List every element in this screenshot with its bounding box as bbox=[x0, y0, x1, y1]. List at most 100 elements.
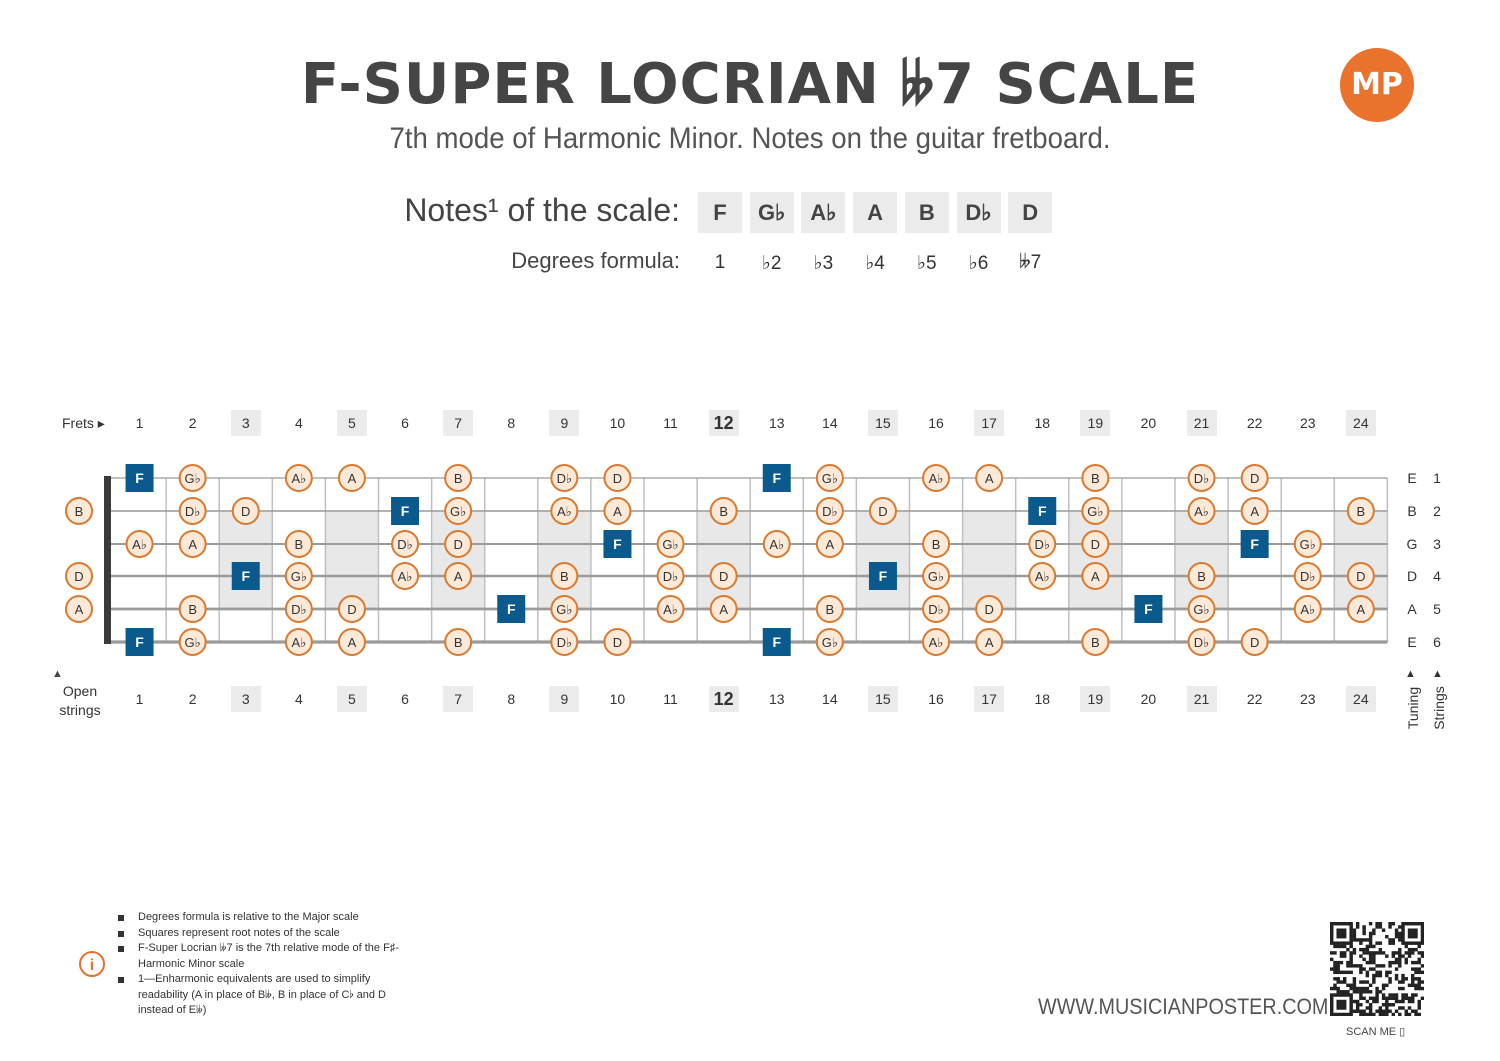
fret-note-label: F bbox=[772, 470, 781, 486]
fret-number: 21 bbox=[1186, 686, 1217, 712]
fret-note-label: D bbox=[878, 504, 887, 519]
fret-number: 16 bbox=[928, 691, 944, 707]
fret-note-label: G♭ bbox=[662, 537, 678, 552]
note-circle bbox=[815, 497, 844, 525]
fret-note-label: G♭ bbox=[450, 504, 466, 519]
fret-number: 11 bbox=[663, 691, 678, 707]
root-note-square bbox=[762, 628, 791, 656]
note-circle bbox=[1081, 497, 1110, 525]
string-number: 1 bbox=[1433, 470, 1441, 486]
fret-note-label: B bbox=[560, 569, 569, 584]
note-circle bbox=[444, 464, 473, 492]
fret-number: 4 bbox=[294, 415, 303, 431]
note-circle bbox=[125, 530, 154, 558]
note-circle bbox=[231, 497, 260, 525]
scale-note: A bbox=[853, 192, 898, 233]
fret-number: 18 bbox=[1034, 415, 1051, 431]
fret-note-label: D bbox=[1250, 471, 1259, 486]
open-string-note: A bbox=[75, 602, 84, 617]
note-circle bbox=[1081, 464, 1110, 492]
note-circle bbox=[1346, 562, 1375, 590]
scale-note: F bbox=[698, 192, 742, 233]
fret-number: 7 bbox=[443, 686, 474, 712]
fret-note-label: F bbox=[401, 503, 410, 519]
note-circle bbox=[550, 628, 579, 656]
root-note-square bbox=[125, 628, 154, 656]
degrees-label: Degrees formula: bbox=[511, 248, 680, 273]
fret-number: 10 bbox=[609, 691, 626, 707]
tuning-note: A bbox=[1407, 601, 1417, 617]
fret-note-label: F bbox=[879, 568, 888, 584]
note-circle bbox=[65, 595, 93, 623]
string-number: 5 bbox=[1433, 601, 1441, 617]
fret-number: 20 bbox=[1140, 415, 1157, 431]
note-circle bbox=[550, 464, 579, 492]
note-circle bbox=[444, 530, 473, 558]
note-circle bbox=[922, 530, 951, 558]
fret-note-label: B bbox=[932, 537, 941, 552]
fret-note-label: A bbox=[1357, 602, 1366, 617]
open-string-note: D bbox=[74, 569, 83, 584]
fret-number: 8 bbox=[507, 415, 516, 431]
scan-me-label: SCAN ME ▯ bbox=[1346, 1026, 1406, 1038]
fret-note-label: A♭ bbox=[291, 635, 306, 650]
fret-note-label: B bbox=[454, 471, 463, 486]
fret-note-label: B bbox=[188, 602, 197, 617]
note-circle bbox=[922, 464, 951, 492]
note-circle bbox=[1187, 464, 1216, 492]
fret-number: 23 bbox=[1299, 415, 1316, 431]
fret-inlay bbox=[1334, 511, 1388, 609]
fret-note-label: A♭ bbox=[557, 504, 572, 519]
note-circle bbox=[922, 628, 951, 656]
fret-note-label: D♭ bbox=[397, 537, 413, 552]
fret-note-label: F bbox=[1038, 503, 1047, 519]
fret-number: 14 bbox=[822, 415, 838, 431]
fret-note-label: D bbox=[1356, 569, 1365, 584]
note-circle bbox=[815, 595, 844, 623]
fret-note-label: A♭ bbox=[291, 471, 306, 486]
fret-note-label: A bbox=[985, 635, 994, 650]
fret-inlay bbox=[431, 511, 485, 609]
fret-note-label: F bbox=[507, 601, 516, 617]
fret-note-label: A bbox=[454, 569, 463, 584]
note-circle bbox=[1240, 497, 1269, 525]
root-note-square bbox=[762, 464, 791, 492]
fret-number: 2 bbox=[188, 691, 197, 707]
fret-number: 21 bbox=[1186, 410, 1217, 436]
note-circle bbox=[815, 464, 844, 492]
note-circle bbox=[1240, 628, 1269, 656]
fret-number: 13 bbox=[768, 691, 785, 707]
note-circle bbox=[337, 628, 366, 656]
fret-inlay bbox=[219, 511, 273, 609]
notes-label: Notes¹ of the scale: bbox=[404, 192, 680, 228]
fret-note-label: D♭ bbox=[1300, 569, 1316, 584]
fret-note-label: G♭ bbox=[822, 635, 838, 650]
note-circle bbox=[444, 497, 473, 525]
fret-number: 6 bbox=[401, 691, 409, 707]
up-arrow-icon: ▲ bbox=[52, 668, 63, 680]
fret-note-label: A♭ bbox=[398, 569, 413, 584]
note-circle bbox=[178, 497, 207, 525]
open-string-note: B bbox=[75, 504, 84, 519]
fret-number: 16 bbox=[928, 415, 944, 431]
fret-number: 9 bbox=[549, 686, 580, 712]
qr-code[interactable] bbox=[1330, 922, 1424, 1016]
fret-note-label: D bbox=[347, 602, 356, 617]
note-circle bbox=[1187, 562, 1216, 590]
note-circle bbox=[337, 464, 366, 492]
fret-note-label: A bbox=[348, 635, 357, 650]
open-strings-label: Open strings bbox=[59, 683, 101, 718]
nut bbox=[104, 476, 111, 644]
fret-note-label: A♭ bbox=[663, 602, 678, 617]
fret-note-label: D bbox=[984, 602, 993, 617]
fret-note-label: D bbox=[1250, 635, 1259, 650]
fret-number: 17 bbox=[974, 410, 1005, 436]
website-link[interactable]: WWW.MUSICIANPOSTER.COM bbox=[1038, 994, 1329, 1019]
footnote-item: Squares represent root notes of the scal… bbox=[118, 926, 418, 942]
note-circle bbox=[284, 464, 313, 492]
fret-note-label: D♭ bbox=[557, 471, 573, 486]
scale-note: B bbox=[904, 192, 949, 233]
fret-note-label: D bbox=[1091, 537, 1100, 552]
fret-number: 5 bbox=[336, 410, 367, 436]
scale-degree: ♭4 bbox=[865, 253, 885, 274]
